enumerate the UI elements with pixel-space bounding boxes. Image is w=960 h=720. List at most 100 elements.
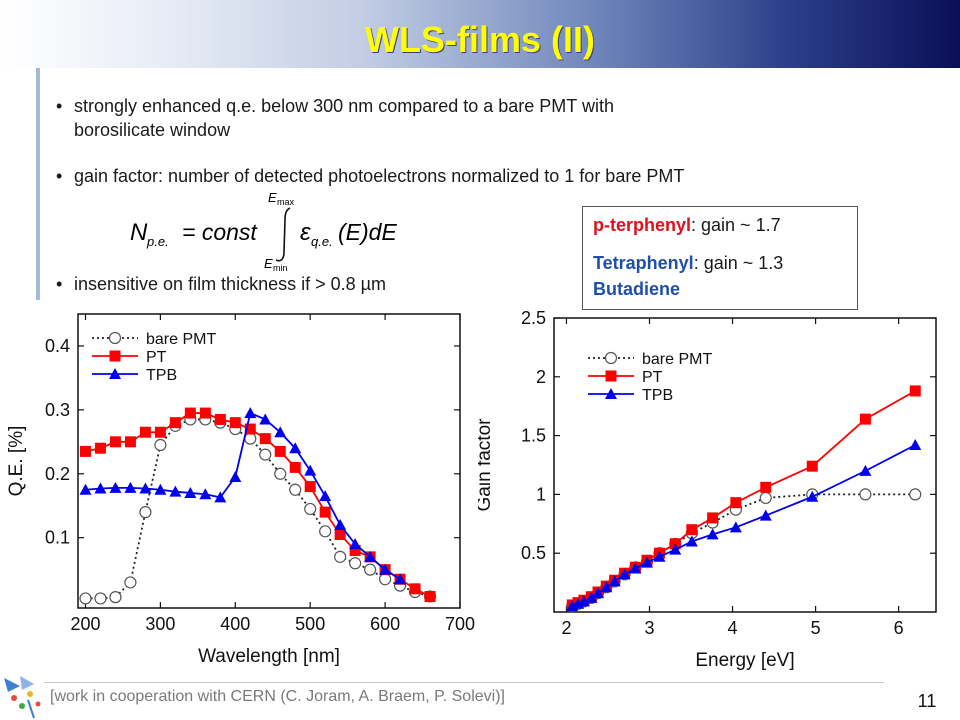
bullet-qe-line2: borosilicate window: [74, 120, 231, 140]
data-point: [79, 483, 92, 495]
data-point: [585, 591, 598, 603]
bullet-dot: •: [56, 96, 63, 116]
data-point: [600, 581, 613, 593]
x-tick-label: 2: [561, 618, 571, 638]
footnote: [work in cooperation with CERN (C. Joram…: [50, 688, 505, 705]
data-point: [653, 550, 666, 562]
y-tick-label: 2.5: [521, 308, 546, 328]
data-point: [244, 407, 257, 419]
bullet-qe-line1: strongly enhanced q.e. below 300 nm comp…: [74, 96, 614, 116]
gain-value-tpb: : gain ~ 1.3: [693, 253, 784, 273]
x-axis-label: Energy [eV]: [695, 650, 794, 671]
bullet-gain: • gain factor: number of detected photoe…: [56, 164, 894, 188]
x-tick-label: 4: [728, 618, 738, 638]
legend-marker: [108, 331, 122, 345]
data-point: [289, 483, 302, 496]
y-tick-label: 1: [536, 484, 546, 504]
x-tick-label: 300: [145, 614, 175, 634]
y-tick-label: 0.5: [521, 543, 546, 563]
gain-name-pt: p-terphenyl: [593, 215, 692, 235]
slide-header: [0, 0, 960, 68]
formula-upper: E: [268, 190, 277, 205]
data-point: [379, 563, 392, 575]
data-point: [94, 442, 106, 454]
data-point: [259, 448, 272, 461]
data-point: [629, 562, 642, 574]
data-point: [214, 413, 226, 425]
data-point: [364, 550, 377, 562]
legend-label: PT: [642, 369, 663, 386]
data-point: [759, 491, 772, 505]
bullet-thickness-text: insensitive on film thickness if > 0.8 µ…: [74, 274, 386, 294]
data-point: [154, 483, 167, 495]
data-point: [394, 573, 407, 585]
data-point: [319, 490, 332, 502]
data-point: [304, 464, 317, 476]
series-tpb: [566, 439, 922, 612]
data-point: [229, 470, 242, 482]
x-axis-label: Wavelength [nm]: [198, 646, 340, 667]
gain-value-pt: : gain ~ 1.7: [691, 215, 781, 235]
data-point: [94, 482, 107, 494]
data-point: [707, 512, 719, 524]
data-point: [229, 417, 241, 429]
y-axis-label: Gain factor: [478, 418, 495, 512]
legend-label: TPB: [146, 367, 177, 384]
data-point: [124, 436, 136, 448]
data-point: [154, 426, 166, 438]
x-tick-label: 3: [644, 618, 654, 638]
data-point: [349, 538, 362, 550]
data-point: [124, 481, 137, 493]
legend-marker: [605, 388, 617, 399]
data-point: [274, 445, 286, 457]
data-point: [199, 407, 211, 419]
gain-chart: 2 3 4 5 6 0.5 1 1.5 2 2.5 Energy [eV] Gain factor ba…: [478, 308, 937, 671]
data-point: [618, 568, 631, 580]
data-point: [706, 528, 719, 540]
data-point: [139, 506, 152, 519]
data-point: [592, 587, 605, 599]
data-point: [349, 557, 362, 570]
formula-rest: (E)dE: [338, 219, 397, 245]
data-point: [334, 529, 346, 540]
bullet-dot: •: [56, 166, 63, 186]
y-tick-label: 1.5: [521, 426, 546, 446]
data-point: [334, 550, 347, 563]
data-point: [760, 481, 772, 493]
plot-frame: [553, 317, 937, 613]
data-point: [109, 481, 122, 493]
data-point: [274, 467, 287, 480]
data-point: [259, 433, 271, 445]
data-point: [79, 592, 92, 605]
data-point: [729, 521, 742, 533]
y-tick-label: 2: [536, 367, 546, 387]
bullet-gain-text: gain factor: number of detected photoele…: [74, 166, 685, 186]
data-point: [364, 563, 377, 576]
text-panel: • strongly enhanced q.e. below 300 nm co…: [36, 68, 890, 300]
page-number: 11: [900, 686, 954, 716]
data-point: [859, 488, 872, 501]
data-point: [109, 436, 121, 448]
formula-N-sub: p.e.: [146, 234, 169, 249]
formula-lower: E: [264, 256, 273, 271]
legend-marker: [109, 350, 121, 362]
data-point: [608, 575, 621, 587]
data-point: [289, 442, 302, 454]
slide-title: WLS-films (II): [365, 19, 595, 60]
data-point: [319, 525, 332, 538]
data-point: [274, 426, 287, 438]
data-point: [909, 439, 922, 451]
x-tick-label: 600: [370, 614, 400, 634]
data-point: [139, 482, 152, 494]
data-point: [349, 544, 361, 556]
series-line: [85, 411, 401, 580]
gain-line-tpb: Tetraphenyl: gain ~ 1.3: [593, 253, 783, 274]
qe-chart: 200 300 400 500 600 700 0.1 0.2 0.3 0.4 Wavelength…: [6, 313, 475, 667]
data-point: [139, 426, 151, 438]
formula-eps-sub: q.e.: [311, 234, 333, 249]
data-point: [169, 417, 181, 429]
legend-marker: [604, 351, 618, 365]
data-point: [304, 481, 316, 493]
